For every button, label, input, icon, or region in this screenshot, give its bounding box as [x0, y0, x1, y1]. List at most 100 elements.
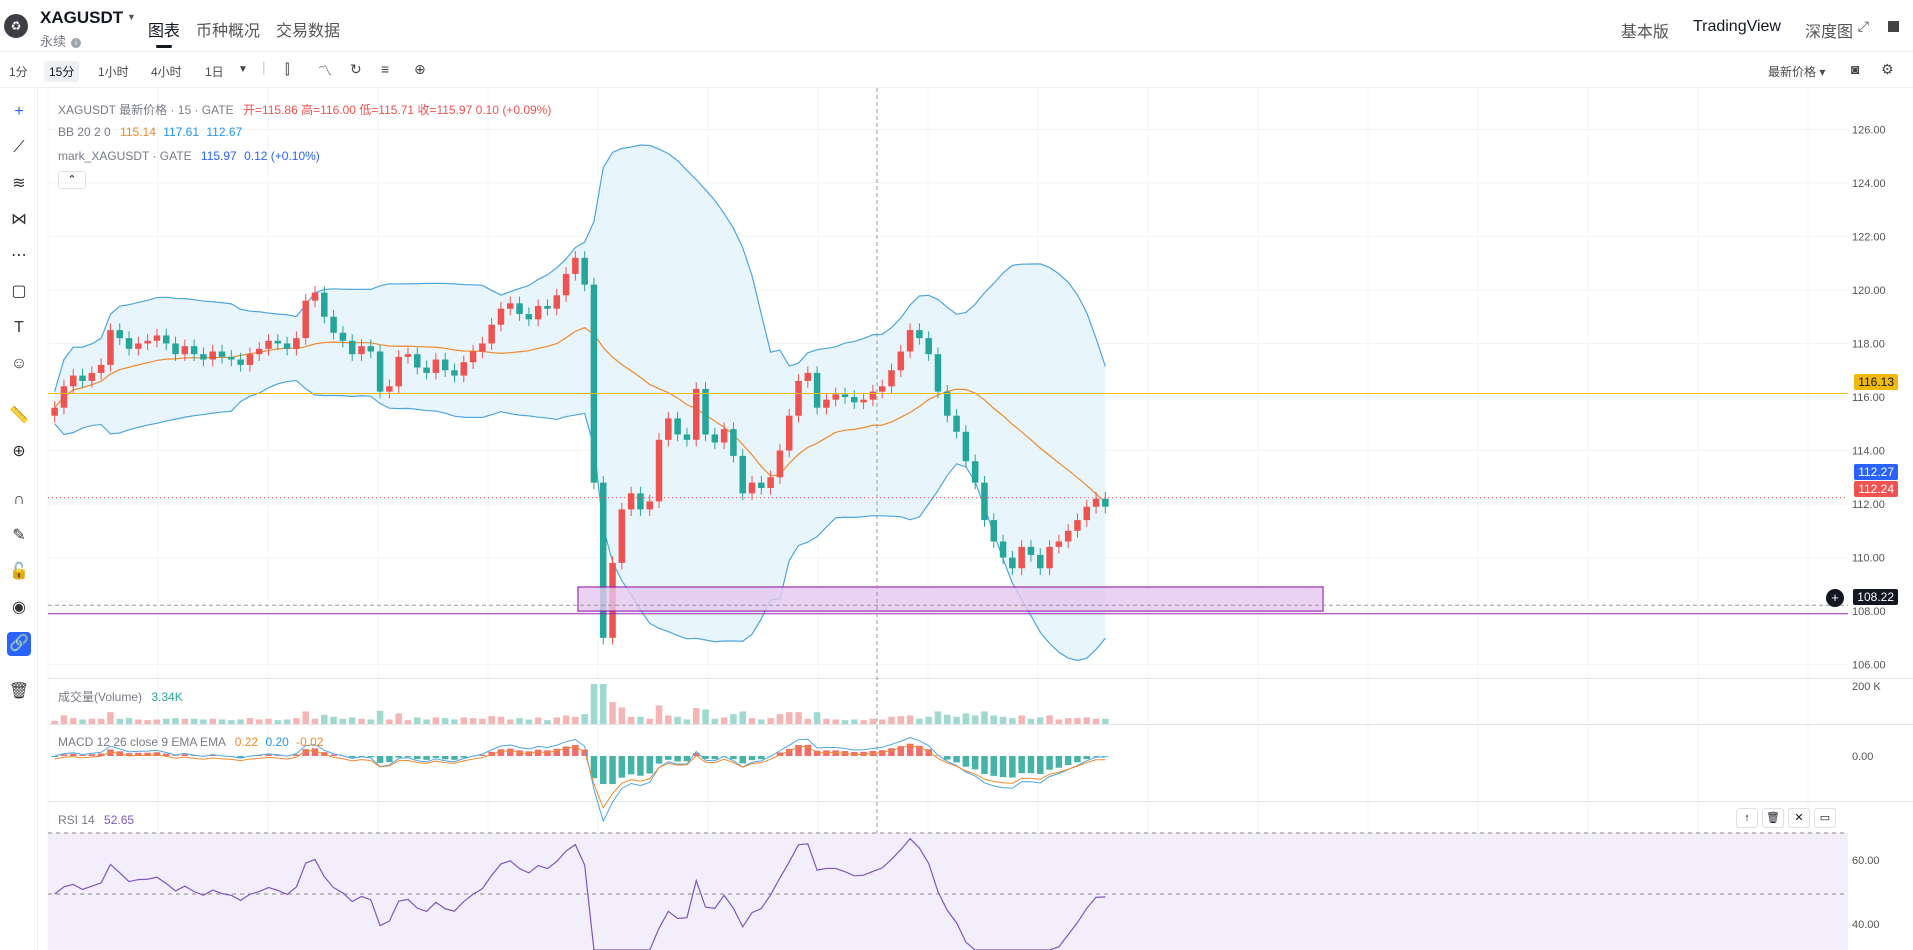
interval-15m[interactable]: 15分 [44, 61, 80, 82]
volume-bar [609, 702, 616, 724]
interval-1d[interactable]: 1日 [205, 65, 224, 79]
window-square-icon[interactable] [1888, 21, 1899, 32]
indicators-icon[interactable]: 〽 [318, 63, 332, 79]
macd-histogram-bar [460, 756, 468, 758]
text-icon[interactable]: T [14, 319, 24, 336]
price-type-select[interactable]: 最新价格 ▾ [1768, 65, 1826, 79]
collapse-legend-button[interactable]: ⌃ [58, 171, 86, 189]
candle-type-icon[interactable]: ⫿ [285, 61, 290, 77]
candle-body [302, 300, 309, 339]
price-tick-label: 116.00 [1852, 392, 1885, 404]
macd-histogram-bar [414, 756, 421, 760]
volume-bar [469, 718, 477, 724]
volume-bar [200, 719, 207, 724]
expand-icon[interactable]: ⤢ [1857, 18, 1869, 34]
price-chart[interactable]: 126.00 124.00 122.00 120.00 118.00 116.00 114.… [0, 88, 1913, 950]
volume-bar [999, 716, 1007, 724]
macd-histogram-bar [776, 752, 784, 756]
tab-overview[interactable]: 币种概况 [196, 23, 261, 40]
trend-line-icon[interactable]: ⟋ [13, 139, 25, 156]
macd-histogram-bar [69, 753, 77, 756]
main-legend: XAGUSDT 最新价格 · 15 · GATE 开=115.86 高=116.… [58, 101, 551, 118]
tab-depth[interactable]: 深度图 [1804, 24, 1853, 41]
divider: | [262, 59, 266, 75]
add-alert-icon[interactable]: + [1826, 589, 1844, 607]
macd-histogram-bar [1092, 756, 1100, 757]
macd-histogram-bar [190, 755, 198, 756]
pane-delete-icon[interactable]: 🗑 [1762, 808, 1784, 828]
tab-basic[interactable]: 基本版 [1620, 24, 1669, 41]
candle-body [776, 450, 784, 478]
candle-body [637, 493, 644, 510]
macd-histogram-bar [181, 754, 189, 756]
volume-bar [135, 719, 142, 724]
macd-histogram-bar [432, 756, 440, 758]
candle-body [1046, 546, 1053, 569]
volume-bar [971, 715, 979, 724]
info-icon[interactable]: i [71, 38, 82, 48]
forecast-icon[interactable]: ⋯ [11, 247, 27, 264]
tab-trading-data[interactable]: 交易数据 [276, 23, 341, 40]
interval-1m[interactable]: 1分 [9, 65, 28, 79]
camera-icon[interactable]: ◙ [1851, 61, 1860, 77]
tab-tradingview[interactable]: TradingView [1692, 18, 1781, 35]
macd-histogram-bar [832, 750, 839, 756]
volume-bar [869, 718, 877, 724]
candle-body [507, 303, 514, 309]
macd-histogram-bar [1046, 756, 1053, 770]
candle-body [823, 399, 830, 408]
settings-list-icon[interactable]: ≡ [381, 61, 390, 77]
shape-icon[interactable]: ▢ [11, 283, 27, 300]
candle-body [311, 292, 319, 301]
candle-body [878, 386, 886, 392]
dropdown-caret-icon[interactable]: ▼ [238, 64, 248, 75]
trash-icon[interactable]: 🗑 [8, 683, 30, 700]
volume-bar [851, 719, 858, 724]
macd-histogram-bar [990, 756, 998, 776]
fib-icon[interactable]: ≋ [12, 175, 26, 192]
candle-body [562, 273, 570, 296]
candle-body [906, 330, 914, 352]
candle-body [720, 429, 728, 443]
chevron-down-icon[interactable]: ▼ [127, 12, 136, 22]
interval-4h[interactable]: 4小时 [151, 65, 182, 79]
candle-body [851, 397, 858, 403]
macd-histogram-bar [265, 754, 272, 756]
link-icon[interactable]: 🔗 [7, 632, 31, 656]
volume-bar [906, 715, 914, 724]
tab-chart[interactable]: 图表 [148, 17, 180, 48]
silver-logo-icon: ♻ [4, 14, 28, 38]
eye-icon[interactable]: ◉ [12, 599, 26, 616]
volume-bar [981, 711, 988, 724]
macd-histogram-bar [1083, 756, 1091, 760]
symbol-title[interactable]: XAGUSDT [40, 8, 124, 27]
emoji-icon[interactable]: ☺ [10, 355, 28, 372]
candle-body [1074, 520, 1081, 531]
lock-icon[interactable]: 🔓 [9, 563, 29, 580]
candle-body [1037, 554, 1044, 569]
volume-tick-label: 200 K [1852, 681, 1881, 693]
add-circle-icon[interactable]: ⊕ [414, 61, 426, 77]
pencil-lock-icon[interactable]: ✎ [12, 527, 26, 544]
pattern-icon[interactable]: ⋈ [11, 211, 27, 228]
ruler-icon[interactable]: 📏 [9, 407, 29, 424]
volume-bar [460, 717, 468, 724]
volume-bar [953, 716, 960, 724]
interval-1h[interactable]: 1小时 [98, 65, 129, 79]
zoom-in-icon[interactable]: ⊕ [12, 443, 26, 460]
pane-maximize-icon[interactable]: ▭ [1814, 808, 1836, 828]
refresh-icon[interactable]: ↻ [350, 61, 362, 77]
volume-bar [153, 719, 161, 724]
pane-up-icon[interactable]: ↑ [1736, 808, 1758, 828]
candle-body [888, 370, 895, 387]
crosshair-icon[interactable]: + [14, 103, 24, 120]
volume-bar [785, 712, 793, 724]
magnet-icon[interactable]: ∩ [13, 491, 25, 508]
volume-bar [544, 720, 551, 724]
macd-histogram-bar [962, 756, 970, 767]
volume-bar [711, 718, 719, 724]
candle-body [1102, 498, 1109, 507]
gear-icon[interactable]: ⚙ [1881, 61, 1894, 77]
rsi-tick-label: 60.00 [1852, 855, 1880, 867]
pane-collapse-icon[interactable]: ✕ [1788, 808, 1810, 828]
